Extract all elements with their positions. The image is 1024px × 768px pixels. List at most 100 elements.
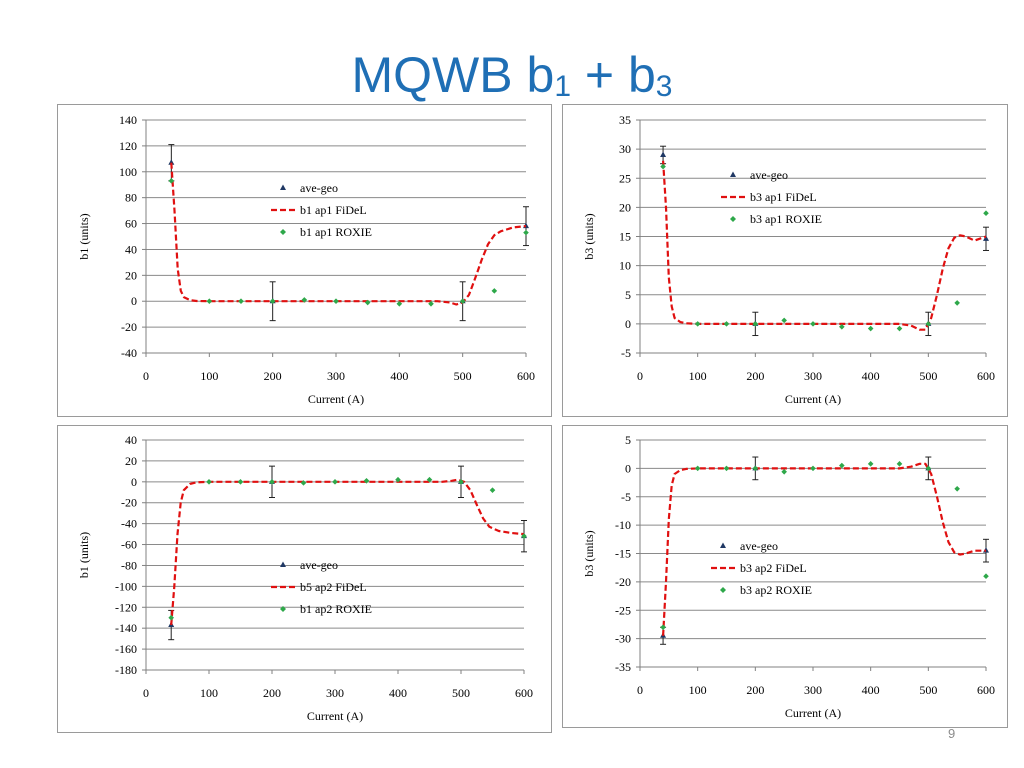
data-point-roxie	[867, 325, 874, 332]
y-tick-label: 20	[125, 268, 137, 282]
y-axis-title: b1 (units)	[77, 213, 91, 259]
y-axis-title: b1 (units)	[77, 532, 91, 578]
y-tick-label: 5	[625, 288, 631, 302]
data-point-roxie	[896, 325, 903, 332]
x-tick-label: 400	[390, 369, 408, 383]
data-point-roxie	[954, 300, 960, 306]
legend-label: ave-geo	[750, 168, 788, 182]
data-point-roxie	[896, 461, 903, 467]
legend: ave-geo b3 ap2 FiDeL b3 ap2 ROXIE	[711, 539, 812, 597]
legend-label: b1 ap1 ROXIE	[300, 225, 372, 239]
data-point-roxie	[752, 321, 759, 327]
data-point-roxie	[364, 299, 371, 306]
series-line-fidel	[662, 160, 987, 331]
data-point-roxie	[752, 465, 759, 472]
y-tick-label: 40	[125, 242, 137, 256]
data-point-roxie	[660, 163, 666, 170]
y-tick-label: 0	[131, 475, 137, 489]
y-tick-label: 35	[619, 113, 631, 127]
y-tick-label: 0	[625, 461, 631, 475]
y-tick-label: -160	[115, 642, 137, 656]
y-tick-label: 15	[619, 230, 631, 244]
legend-swatch-triangle	[730, 171, 736, 177]
data-point-roxie	[206, 298, 213, 305]
data-point-roxie	[983, 573, 989, 579]
y-tick-label: 25	[619, 171, 631, 185]
data-point-ave-geo	[660, 151, 667, 157]
y-tick-label: 20	[619, 200, 631, 214]
page-number: 9	[948, 726, 956, 741]
y-tick-label: -40	[121, 346, 137, 360]
y-tick-label: -20	[615, 575, 631, 589]
data-point-roxie	[269, 479, 275, 485]
data-point-ave-geo	[983, 235, 989, 241]
y-tick-label: -40	[121, 517, 137, 531]
data-point-roxie	[723, 321, 730, 327]
x-axis-title: Current (A)	[785, 392, 841, 406]
y-tick-label: -20	[121, 496, 137, 510]
y-tick-label: -60	[121, 538, 137, 552]
y-tick-label: 120	[119, 139, 137, 153]
title-main: MQWB b	[351, 47, 555, 103]
data-point-roxie	[694, 465, 701, 472]
x-tick-label: 0	[143, 686, 149, 700]
data-point-roxie	[168, 614, 174, 621]
data-point-roxie	[810, 465, 816, 472]
legend-label: b3 ap1 ROXIE	[750, 212, 822, 226]
title-subscript-1: 1	[554, 70, 571, 103]
legend-swatch-triangle	[280, 561, 286, 567]
data-point-roxie	[428, 301, 434, 307]
data-point-roxie	[521, 533, 527, 539]
x-tick-label: 100	[200, 686, 218, 700]
y-tick-label: -25	[615, 603, 631, 617]
y-tick-label: -5	[621, 490, 631, 504]
data-point-roxie	[839, 462, 845, 469]
legend-label: b1 ap2 ROXIE	[300, 602, 372, 616]
y-tick-label: 30	[619, 142, 631, 156]
x-tick-label: 600	[977, 369, 995, 383]
y-tick-label: 10	[619, 259, 631, 273]
x-tick-label: 200	[746, 683, 764, 697]
x-tick-label: 400	[862, 369, 880, 383]
x-tick-label: 400	[389, 686, 407, 700]
x-axis-title: Current (A)	[307, 709, 363, 723]
x-tick-label: 100	[200, 369, 218, 383]
legend-swatch-diamond	[730, 216, 736, 222]
chart-panel-b1-ap1: -40 -20 0 20 40 60 80 100 120 140 0 100 200 300 400 500…	[57, 104, 552, 417]
data-point-roxie	[810, 321, 816, 327]
series-line-fidel	[170, 162, 527, 306]
data-point-roxie	[458, 479, 464, 485]
y-tick-label: 5	[625, 433, 631, 447]
y-axis-title: b3 (units)	[582, 530, 596, 576]
x-tick-label: 600	[977, 683, 995, 697]
y-tick-label: -20	[121, 320, 137, 334]
x-tick-label: 0	[637, 369, 643, 383]
y-tick-label: -10	[615, 518, 631, 532]
y-tick-label: 20	[125, 454, 137, 468]
x-axis-title: Current (A)	[308, 392, 364, 406]
y-tick-label: -80	[121, 558, 137, 572]
legend-label: b5 ap2 FiDeL	[300, 580, 367, 594]
y-tick-label: -35	[615, 660, 631, 674]
data-point-roxie	[269, 298, 276, 305]
legend-swatch-diamond	[280, 606, 286, 612]
y-axis-title: b3 (units)	[582, 213, 596, 259]
data-point-roxie	[954, 486, 960, 492]
legend: ave-geo b1 ap1 FiDeL b1 ap1 ROXIE	[271, 181, 372, 239]
legend-swatch-diamond	[280, 229, 286, 235]
slide-title: MQWB b1 + b3	[0, 40, 1024, 122]
x-tick-label: 0	[637, 683, 643, 697]
y-tick-label: 140	[119, 113, 137, 127]
y-tick-label: -5	[621, 346, 631, 360]
y-tick-label: -15	[615, 547, 631, 561]
data-point-roxie	[925, 465, 932, 472]
legend-label: b3 ap1 FiDeL	[750, 190, 817, 204]
data-point-roxie	[723, 465, 730, 472]
x-tick-label: 300	[804, 683, 822, 697]
x-tick-label: 100	[689, 683, 707, 697]
chart-b1-ap1: -40 -20 0 20 40 60 80 100 120 140 0 100 200 300 400 500…	[77, 113, 535, 406]
x-tick-label: 200	[264, 369, 282, 383]
data-point-roxie	[491, 288, 498, 294]
